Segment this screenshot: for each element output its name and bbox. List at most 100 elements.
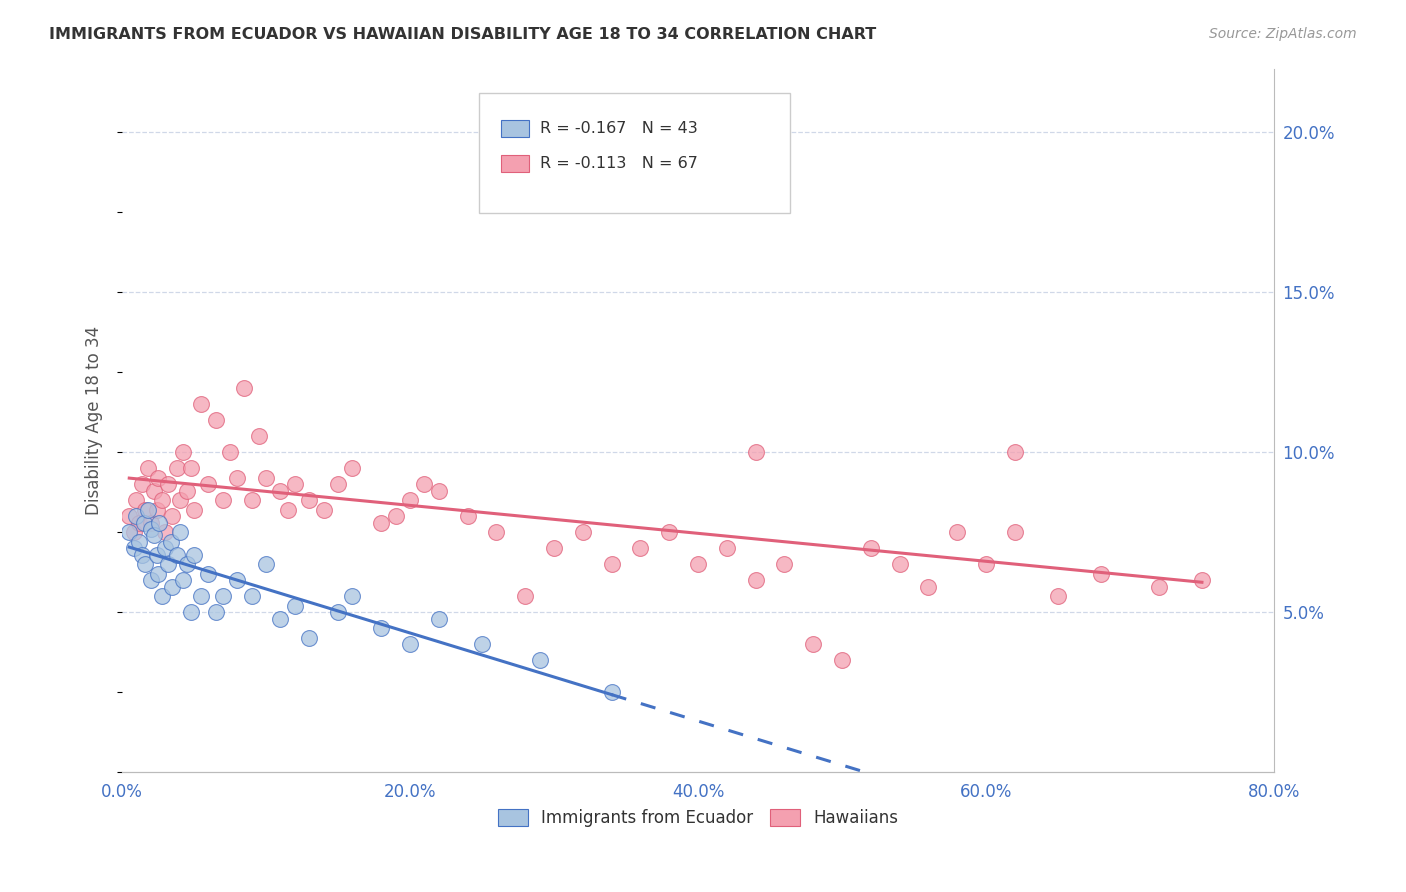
Point <box>155 541 177 556</box>
Point <box>284 599 307 613</box>
Point <box>131 548 153 562</box>
Point <box>197 566 219 581</box>
Point <box>773 557 796 571</box>
Point <box>600 557 623 571</box>
Point <box>142 528 165 542</box>
Point <box>658 525 681 540</box>
Point <box>211 589 233 603</box>
Point <box>145 503 167 517</box>
Point <box>146 471 169 485</box>
Point <box>240 493 263 508</box>
Point <box>399 637 422 651</box>
Point <box>298 493 321 508</box>
Point <box>132 516 155 530</box>
FancyBboxPatch shape <box>479 93 790 213</box>
Point <box>427 611 450 625</box>
Point <box>183 548 205 562</box>
Point <box>1147 580 1170 594</box>
Point <box>744 573 766 587</box>
Point <box>600 685 623 699</box>
Point <box>226 471 249 485</box>
Point <box>529 653 551 667</box>
Point <box>190 397 212 411</box>
Point <box>125 493 148 508</box>
Y-axis label: Disability Age 18 to 34: Disability Age 18 to 34 <box>86 326 103 515</box>
Point <box>284 477 307 491</box>
Point <box>204 413 226 427</box>
Point <box>134 503 156 517</box>
Point <box>162 509 184 524</box>
Point <box>457 509 479 524</box>
Point <box>1191 573 1213 587</box>
Point <box>128 516 150 530</box>
Point <box>169 493 191 508</box>
Point <box>157 557 180 571</box>
Point <box>269 611 291 625</box>
Point <box>197 477 219 491</box>
Point <box>139 522 162 536</box>
Point <box>148 516 170 530</box>
Point <box>219 445 242 459</box>
Point <box>166 461 188 475</box>
Point <box>128 534 150 549</box>
Point <box>172 573 194 587</box>
Point <box>131 477 153 491</box>
Point <box>1090 566 1112 581</box>
Point <box>155 525 177 540</box>
Point <box>118 509 141 524</box>
Point <box>744 445 766 459</box>
Text: R = -0.113   N = 67: R = -0.113 N = 67 <box>540 156 697 171</box>
Point <box>233 381 256 395</box>
Point <box>801 637 824 651</box>
Point <box>136 503 159 517</box>
Point <box>150 589 173 603</box>
Point <box>471 637 494 651</box>
Point <box>543 541 565 556</box>
Point <box>146 566 169 581</box>
Point <box>254 471 277 485</box>
Point <box>413 477 436 491</box>
FancyBboxPatch shape <box>501 155 529 172</box>
Point <box>298 631 321 645</box>
Point <box>190 589 212 603</box>
Text: IMMIGRANTS FROM ECUADOR VS HAWAIIAN DISABILITY AGE 18 TO 34 CORRELATION CHART: IMMIGRANTS FROM ECUADOR VS HAWAIIAN DISA… <box>49 27 876 42</box>
Point <box>122 525 145 540</box>
Text: R = -0.167   N = 43: R = -0.167 N = 43 <box>540 120 697 136</box>
Text: Source: ZipAtlas.com: Source: ZipAtlas.com <box>1209 27 1357 41</box>
Point <box>172 445 194 459</box>
Point <box>122 541 145 556</box>
Point <box>125 509 148 524</box>
Point <box>183 503 205 517</box>
Point <box>150 493 173 508</box>
Point <box>326 605 349 619</box>
Point <box>342 461 364 475</box>
Point <box>142 483 165 498</box>
Point <box>370 621 392 635</box>
Legend: Immigrants from Ecuador, Hawaiians: Immigrants from Ecuador, Hawaiians <box>491 803 905 834</box>
Point <box>946 525 969 540</box>
Point <box>974 557 997 571</box>
Point <box>204 605 226 619</box>
Point <box>145 548 167 562</box>
Point <box>312 503 335 517</box>
Point <box>269 483 291 498</box>
Point <box>254 557 277 571</box>
Point <box>139 573 162 587</box>
Point <box>859 541 882 556</box>
Point <box>160 534 183 549</box>
Point <box>240 589 263 603</box>
Point <box>1046 589 1069 603</box>
Point <box>136 461 159 475</box>
Point <box>211 493 233 508</box>
Point <box>917 580 939 594</box>
Point <box>134 557 156 571</box>
Point <box>169 525 191 540</box>
Point <box>166 548 188 562</box>
Point <box>139 516 162 530</box>
Point <box>831 653 853 667</box>
Point <box>384 509 406 524</box>
Point <box>1004 445 1026 459</box>
Point <box>427 483 450 498</box>
Point <box>180 605 202 619</box>
Point <box>176 557 198 571</box>
